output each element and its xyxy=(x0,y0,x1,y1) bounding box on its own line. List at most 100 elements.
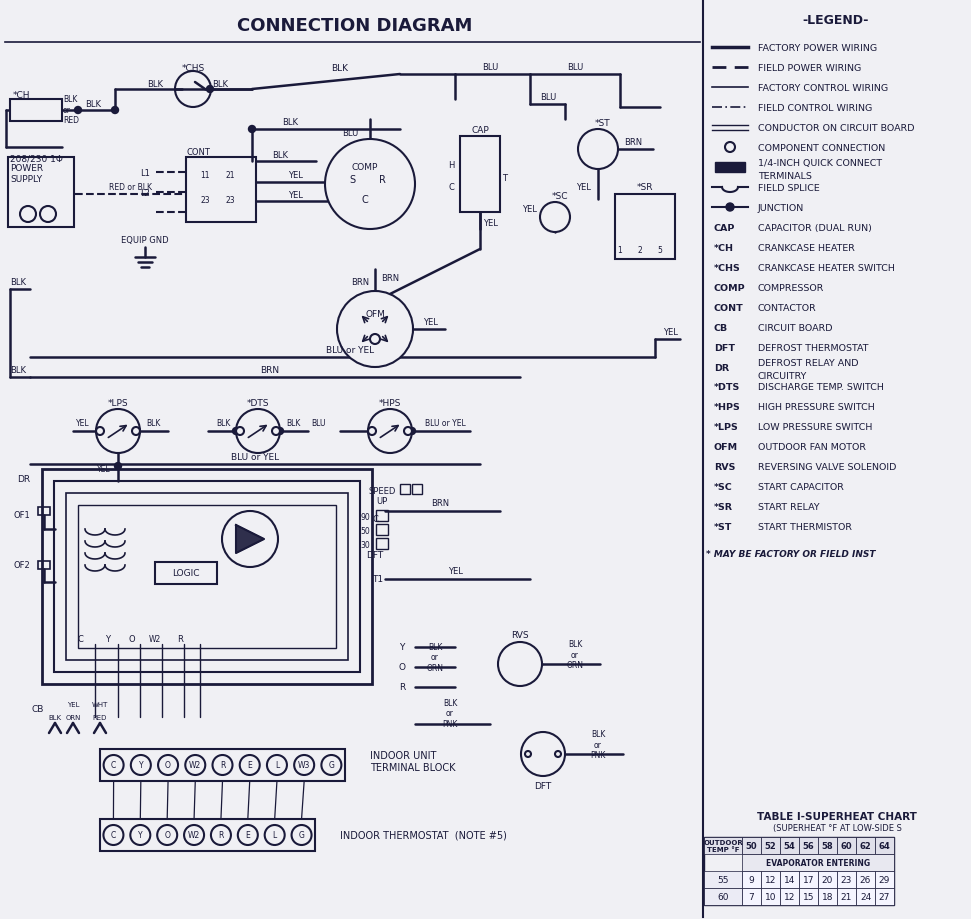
Text: BLK
or
PNK: BLK or PNK xyxy=(443,698,457,728)
Text: 50: 50 xyxy=(360,526,370,535)
Circle shape xyxy=(337,291,413,368)
Text: BLK: BLK xyxy=(282,118,298,127)
Text: Y: Y xyxy=(138,831,143,840)
Text: YEL: YEL xyxy=(522,204,537,213)
Text: *CHS: *CHS xyxy=(182,63,205,73)
Circle shape xyxy=(352,177,357,182)
Text: R: R xyxy=(399,683,405,692)
Text: *ST: *ST xyxy=(595,119,611,128)
Text: G: G xyxy=(299,831,305,840)
Text: FIELD SPLICE: FIELD SPLICE xyxy=(758,183,820,192)
Circle shape xyxy=(232,428,240,435)
Bar xyxy=(742,888,761,905)
Text: 208/230 1Φ
POWER
SUPPLY: 208/230 1Φ POWER SUPPLY xyxy=(10,153,63,184)
Text: RED or BLK: RED or BLK xyxy=(109,182,151,191)
Circle shape xyxy=(362,194,367,199)
Text: 12: 12 xyxy=(765,875,776,884)
Bar xyxy=(715,163,745,173)
Text: 30: 30 xyxy=(360,540,370,549)
Text: CONT: CONT xyxy=(714,303,744,312)
Text: 7: 7 xyxy=(749,892,754,901)
Text: 50: 50 xyxy=(746,841,757,850)
Text: 18: 18 xyxy=(821,892,833,901)
Bar xyxy=(100,819,315,851)
Text: INDOOR UNIT
TERMINAL BLOCK: INDOOR UNIT TERMINAL BLOCK xyxy=(370,751,455,772)
Text: CONT: CONT xyxy=(186,147,210,156)
Circle shape xyxy=(96,410,140,453)
Text: CONNECTION DIAGRAM: CONNECTION DIAGRAM xyxy=(237,17,473,35)
Text: YEL: YEL xyxy=(67,701,80,708)
Text: S: S xyxy=(349,175,355,185)
Text: BLK: BLK xyxy=(10,365,26,374)
Text: REVERSING VALVE SOLENOID: REVERSING VALVE SOLENOID xyxy=(758,463,896,472)
Bar xyxy=(376,510,388,521)
Text: COMPONENT CONNECTION: COMPONENT CONNECTION xyxy=(758,143,886,153)
Text: COMPRESSOR: COMPRESSOR xyxy=(758,283,824,292)
Text: BLK: BLK xyxy=(272,151,288,159)
Text: C: C xyxy=(361,195,368,205)
Bar xyxy=(376,539,388,550)
Text: YEL: YEL xyxy=(287,170,302,179)
Text: 23: 23 xyxy=(841,875,853,884)
Text: BLK: BLK xyxy=(212,79,228,88)
Bar xyxy=(837,888,856,905)
Bar xyxy=(615,195,675,260)
Text: C: C xyxy=(449,182,454,191)
Text: 64: 64 xyxy=(879,841,890,850)
Text: 11: 11 xyxy=(200,170,210,179)
Circle shape xyxy=(540,203,570,233)
Text: E: E xyxy=(246,831,251,840)
Text: DR: DR xyxy=(17,475,30,484)
Text: BLK
or
RED: BLK or RED xyxy=(63,95,79,125)
Text: 23: 23 xyxy=(225,196,235,204)
Bar xyxy=(460,137,500,213)
Text: CB: CB xyxy=(32,705,45,714)
Text: 5: 5 xyxy=(657,245,662,255)
Text: CAPACITOR (DUAL RUN): CAPACITOR (DUAL RUN) xyxy=(758,223,872,233)
Text: BLK: BLK xyxy=(216,419,230,428)
Circle shape xyxy=(211,825,231,845)
Text: DFT: DFT xyxy=(366,550,383,559)
Text: *CH: *CH xyxy=(714,244,734,252)
Circle shape xyxy=(185,755,205,775)
Text: BLK
or
ORN: BLK or ORN xyxy=(566,640,584,669)
Bar xyxy=(742,837,761,854)
Text: 62: 62 xyxy=(859,841,871,850)
Circle shape xyxy=(277,428,284,435)
Bar xyxy=(742,854,894,871)
Bar xyxy=(799,888,818,905)
Text: BLU: BLU xyxy=(482,62,498,72)
Bar xyxy=(412,484,422,494)
Text: BLU: BLU xyxy=(567,62,584,72)
Text: BLK: BLK xyxy=(146,419,160,428)
Circle shape xyxy=(236,410,280,453)
Bar xyxy=(761,837,780,854)
Text: *HPS: *HPS xyxy=(379,398,401,407)
Text: JUNCTION: JUNCTION xyxy=(758,203,804,212)
Text: 58: 58 xyxy=(821,841,833,850)
Bar xyxy=(875,837,894,854)
Text: R: R xyxy=(218,831,223,840)
Text: 12: 12 xyxy=(784,892,795,901)
Text: UP: UP xyxy=(377,496,387,505)
Text: BLK: BLK xyxy=(49,714,61,720)
Bar xyxy=(186,158,256,222)
Bar xyxy=(856,888,875,905)
Text: 52: 52 xyxy=(764,841,777,850)
Text: 1/4-INCH QUICK CONNECT: 1/4-INCH QUICK CONNECT xyxy=(758,158,882,167)
Text: L: L xyxy=(275,761,279,770)
Bar xyxy=(856,871,875,888)
Bar xyxy=(818,888,837,905)
Text: *LPS: *LPS xyxy=(714,423,739,432)
Circle shape xyxy=(238,825,258,845)
Text: CONTACTOR: CONTACTOR xyxy=(758,303,817,312)
Bar xyxy=(818,837,837,854)
Text: START THERMISTOR: START THERMISTOR xyxy=(758,523,852,532)
Text: FIELD POWER WIRING: FIELD POWER WIRING xyxy=(758,63,861,73)
Text: DR: DR xyxy=(714,363,729,372)
Text: DEFROST THERMOSTAT: DEFROST THERMOSTAT xyxy=(758,343,868,352)
Text: 55: 55 xyxy=(718,875,729,884)
Text: FACTORY CONTROL WIRING: FACTORY CONTROL WIRING xyxy=(758,84,888,93)
Text: EQUIP GND: EQUIP GND xyxy=(121,235,169,244)
Text: CIRCUITRY: CIRCUITRY xyxy=(758,371,807,380)
